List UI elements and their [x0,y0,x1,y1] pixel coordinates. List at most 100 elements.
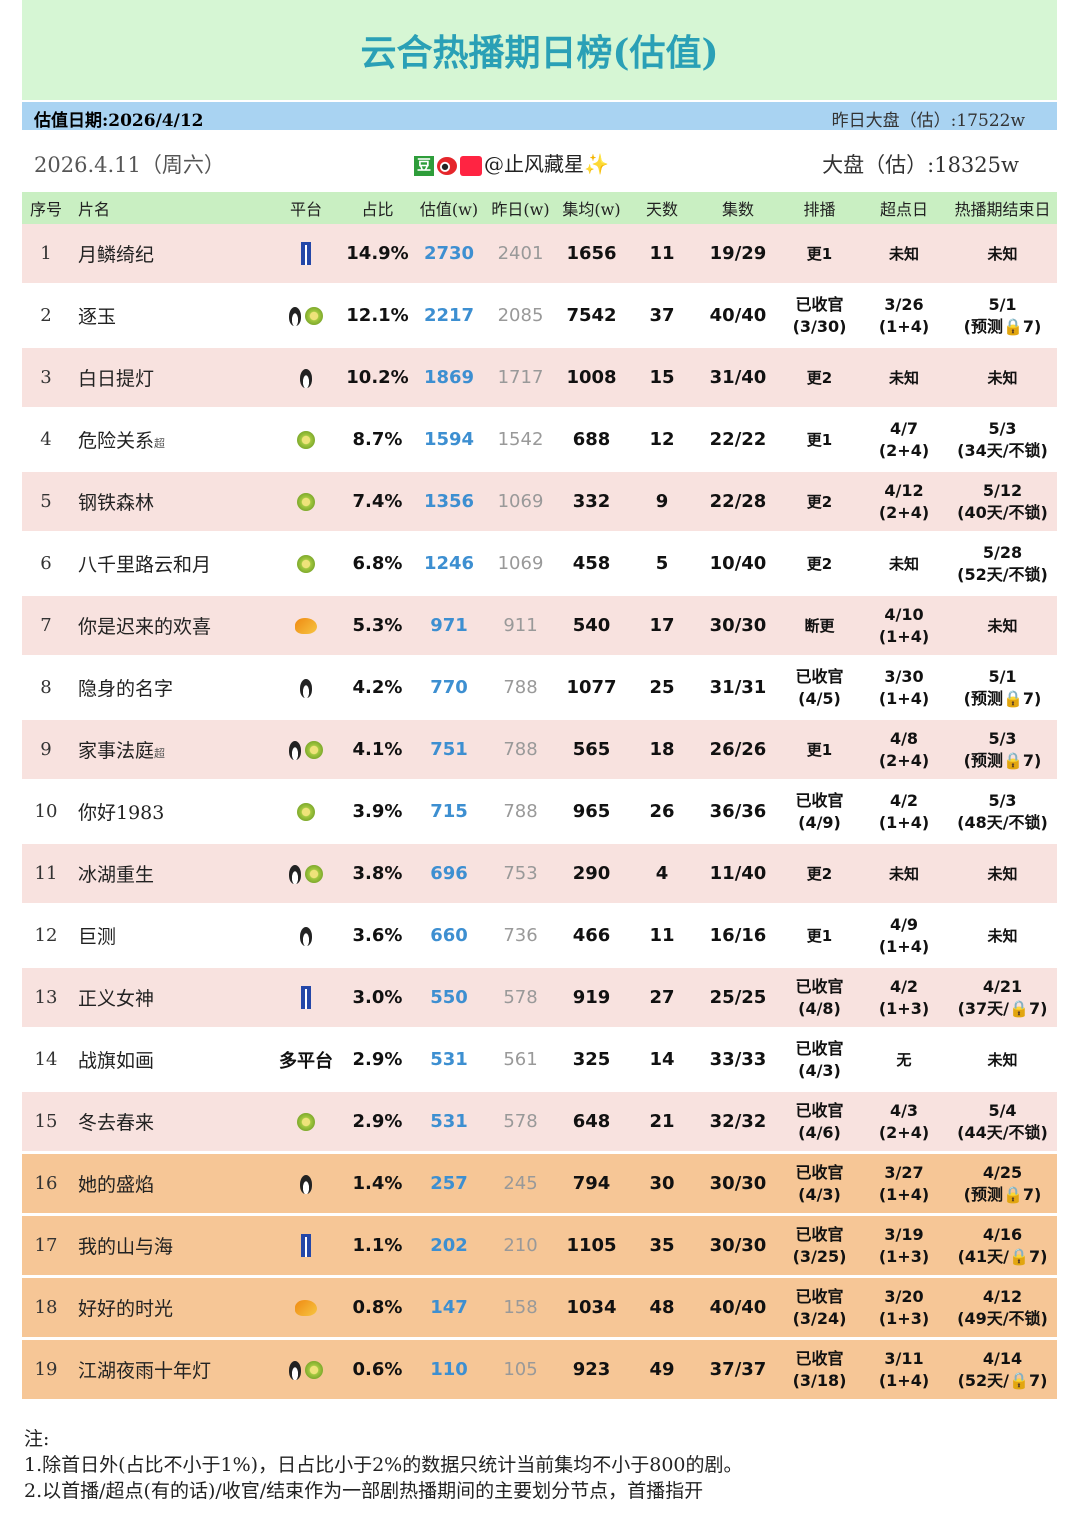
estimate: 751 [413,718,485,782]
yesterday: 911 [485,594,556,658]
column-header: 集均(w) [556,192,627,224]
note-line: 1.除首日外(占比不小于1%)，日占比小于2%的数据只统计当前集均不小于800的… [24,1454,743,1476]
title-cell: 月鳞绮纪 [70,224,270,286]
table-row: 12 巨测 3.6% 660 736 466 11 16/16 更1 4/9 (1+4) 未知 [22,904,1057,968]
platform-cell [270,1090,342,1154]
schedule: 已收官 [795,790,844,810]
yesterday: 2401 [485,224,556,286]
rank: 18 [22,1276,70,1340]
days: 25 [627,656,697,720]
platform-cell [270,284,342,348]
peak-day: 3/20 [884,1286,924,1306]
iqiyi-icon [297,1113,315,1131]
peak-day: 4/8 [889,728,919,748]
estimate: 1869 [413,346,485,410]
end-day-cell: 5/12 (40天/不锁) [948,470,1057,534]
schedule-cell: 已收官 (3/24) [779,1276,860,1340]
end-day: 4/21 [982,976,1023,996]
notes: 注: 1.除首日外(占比不小于1%)，日占比小于2%的数据只统计当前集均不小于80… [24,1426,743,1504]
title-cell: 我的山与海 [70,1214,270,1278]
episodes: 10/40 [697,532,779,596]
yesterday: 578 [485,1090,556,1154]
title-cell: 战旗如画 [70,1028,270,1092]
peak-day: 未知 [860,842,948,906]
yesterday-market: 昨日大盘（估）:17522w [831,111,1025,131]
title-cell: 她的盛焰 [70,1152,270,1216]
peak-day-cell: 3/20 (1+3) [860,1276,948,1340]
end-day-cell: 5/1 (预测🔒7) [948,284,1057,348]
title: 隐身的名字 [78,678,174,700]
platform-cell [270,224,342,286]
note-line: 注: [24,1428,50,1450]
estimate: 257 [413,1152,485,1216]
schedule: 更1 [779,224,860,286]
column-header: 集数 [697,192,779,224]
rank: 15 [22,1090,70,1154]
schedule: (4/3) [798,1184,841,1204]
youku-icon [301,1234,311,1257]
share: 8.7% [342,408,413,472]
column-header: 排播 [779,192,860,224]
title: 云合热播期日榜(估值) [360,32,719,74]
iqiyi-icon [297,555,315,573]
iqiyi-icon [305,1361,323,1379]
peak-day-cell: 3/19 (1+3) [860,1214,948,1278]
average: 466 [556,904,627,968]
estimate: 550 [413,966,485,1030]
platform [293,615,319,636]
end-day: (52天/🔒7) [957,1370,1048,1390]
platform [298,677,314,698]
episodes: 32/32 [697,1090,779,1154]
iqiyi-icon [297,431,315,449]
peak-day: (1+4) [878,936,930,956]
peak-day: 4/12 [884,480,924,500]
table-row: 17 我的山与海 1.1% 202 210 1105 35 30/30 已收官 (3/25) 3/1… [22,1214,1057,1278]
peak-day: 4/7 [889,418,919,438]
end-day: 4/16 [982,1224,1023,1244]
title: 冰湖重生 [78,864,155,886]
tencent-icon [300,926,312,946]
tencent-icon [300,1174,312,1194]
tencent-icon [289,306,301,326]
rank: 1 [22,224,70,286]
peak-day-cell: 4/12 (2+4) [860,470,948,534]
rank: 9 [22,718,70,782]
episodes: 36/36 [697,780,779,844]
platform [295,1111,317,1132]
episodes: 40/40 [697,1276,779,1340]
average: 1077 [556,656,627,720]
episodes: 22/28 [697,470,779,534]
share: 5.3% [342,594,413,658]
rank: 8 [22,656,70,720]
episodes: 30/30 [697,1214,779,1278]
header-row: 序号 片名 平台 占比 估值(w) 昨日(w) 集均(w) 天数 集数 排播 超点日 热播期结束日 [22,192,1057,224]
average: 332 [556,470,627,534]
end-day-cell: 4/25 (预测🔒7) [948,1152,1057,1216]
schedule-cell: 已收官 (4/3) [779,1028,860,1092]
platform-cell [270,780,342,844]
average: 7542 [556,284,627,348]
yesterday: 1717 [485,346,556,410]
rank: 5 [22,470,70,534]
column-header: 占比 [342,192,413,224]
peak-day: 4/3 [889,1100,919,1120]
average: 1105 [556,1214,627,1278]
end-day-cell: 5/28 (52天/不锁) [948,532,1057,596]
schedule: (3/25) [792,1246,847,1266]
end-day: 未知 [948,594,1057,658]
yesterday: 1069 [485,532,556,596]
iqiyi-icon [297,493,315,511]
title-cell: 家事法庭超 [70,718,270,782]
title: 她的盛焰 [78,1174,155,1196]
end-day: (预测🔒7) [963,1184,1042,1204]
peak-day-cell: 3/27 (1+4) [860,1152,948,1216]
estimate: 531 [413,1028,485,1092]
yesterday: 788 [485,656,556,720]
average: 923 [556,1338,627,1402]
estimate: 202 [413,1214,485,1278]
title: 八千里路云和月 [78,554,212,576]
peak-day: 4/2 [889,976,919,996]
weibo-icon [437,156,457,175]
average: 325 [556,1028,627,1092]
rank: 12 [22,904,70,968]
